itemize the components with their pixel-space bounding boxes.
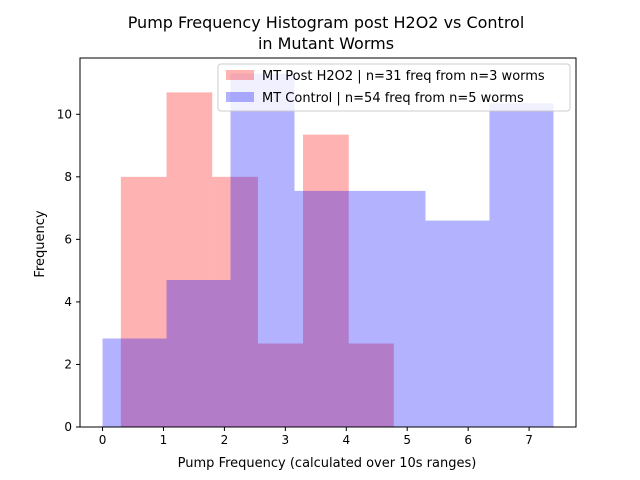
x-tick-label: 4 <box>342 433 350 447</box>
axes-layer: 0 1 2 3 4 5 6 7 0 2 4 6 8 10 <box>57 57 577 447</box>
x-tick-label: 2 <box>221 433 229 447</box>
y-tick-label: 4 <box>64 295 72 309</box>
x-tick-label: 3 <box>282 433 290 447</box>
bar-series-1-bin-2 <box>166 92 213 427</box>
y-tick-label: 10 <box>57 107 72 121</box>
bar-series-1-bin-4 <box>257 343 304 427</box>
plot-frame <box>79 57 577 428</box>
y-tick-label: 2 <box>64 357 72 371</box>
y-tick-label: 8 <box>64 170 72 184</box>
bar-series-1-bin-3 <box>212 176 258 427</box>
bar-series-2-bin-3 <box>230 73 295 427</box>
bar-series-1-bin-5 <box>303 134 349 427</box>
bar-series-2-bin-1 <box>102 338 167 427</box>
y-tick-label: 0 <box>64 420 72 434</box>
chart-title-line-2: in Mutant Worms <box>258 34 394 53</box>
chart-title-line-1: Pump Frequency Histogram post H2O2 vs Co… <box>128 13 525 32</box>
bar-series-2-bin-7 <box>489 103 554 427</box>
bars-layer <box>102 73 554 427</box>
legend-label-series-1: MT Post H2O2 | n=31 freq from n=3 worms <box>262 69 545 84</box>
bar-series-1-bin-1 <box>120 176 167 427</box>
x-tick-label: 7 <box>525 433 533 447</box>
x-tick-label: 6 <box>464 433 472 447</box>
legend-box <box>217 63 571 112</box>
x-tick-label: 5 <box>403 433 411 447</box>
legend-label-series-2: MT Control | n=54 freq from n=5 worms <box>262 91 524 106</box>
legend-swatch-series-1 <box>226 70 254 80</box>
bar-series-2-bin-4 <box>294 190 359 427</box>
x-axis-label: Pump Frequency (calculated over 10s rang… <box>178 456 477 471</box>
bar-series-1-bin-6 <box>348 343 394 427</box>
bar-series-2-bin-6 <box>425 220 490 427</box>
y-axis-label: Frequency <box>33 210 48 277</box>
x-tick-label: 1 <box>160 433 168 447</box>
bar-series-2-bin-5 <box>358 190 426 427</box>
legend: MT Post H2O2 | n=31 freq from n=3 worms M… <box>217 63 571 112</box>
x-tick-label: 0 <box>99 433 107 447</box>
legend-swatch-series-2 <box>226 92 254 102</box>
bar-series-2-bin-2 <box>166 280 231 427</box>
y-tick-label: 6 <box>64 232 72 246</box>
